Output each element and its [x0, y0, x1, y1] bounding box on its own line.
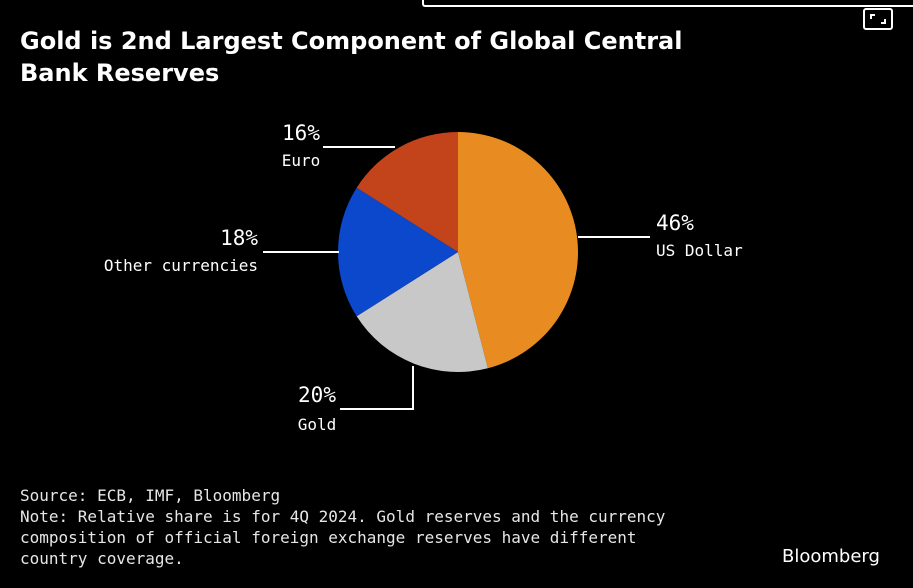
- value-label-us-dollar: 46%: [656, 211, 694, 235]
- leader-line-gold: [340, 366, 414, 410]
- pie-slice-euro: [356, 132, 458, 252]
- pie-slice-us-dollar: [458, 132, 578, 369]
- category-label-euro: Euro: [282, 151, 321, 170]
- chart-title-line-1: Gold is 2nd Largest Component of Global …: [20, 27, 683, 55]
- note-line-1: Note: Relative share is for 4Q 2024. Gol…: [20, 507, 666, 526]
- source-text: Source: ECB, IMF, Bloomberg: [20, 486, 281, 505]
- expand-icon: [870, 14, 886, 24]
- note-line-2: composition of official foreign exchange…: [20, 528, 637, 547]
- pie-slice-gold: [356, 252, 488, 372]
- bloomberg-logo: Bloomberg: [782, 546, 880, 567]
- value-label-gold: 20%: [298, 383, 336, 407]
- chart-footer: Source: ECB, IMF, Bloomberg Note: Relati…: [20, 485, 740, 569]
- expand-button[interactable]: [863, 8, 893, 30]
- category-label-other-currencies: Other currencies: [104, 256, 258, 275]
- chart-title-line-2: Bank Reserves: [20, 59, 220, 87]
- category-label-us-dollar: US Dollar: [656, 241, 743, 260]
- pie-slice-other-currencies: [337, 187, 458, 317]
- chart-title: Gold is 2nd Largest Component of Global …: [20, 25, 780, 89]
- category-label-gold: Gold: [298, 415, 337, 434]
- value-label-euro: 16%: [282, 121, 320, 145]
- value-label-other-currencies: 18%: [220, 226, 258, 250]
- top-frame-line: [422, 0, 913, 7]
- note-line-3: country coverage.: [20, 549, 184, 568]
